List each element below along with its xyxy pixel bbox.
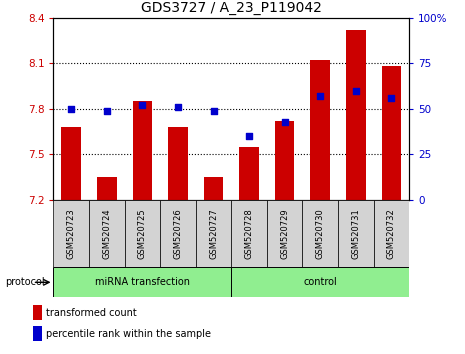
Bar (338, 200, 374, 267)
Bar (232, 200, 267, 267)
Text: percentile rank within the sample: percentile rank within the sample (46, 329, 212, 339)
Bar (133, 101, 152, 200)
Bar (267, 200, 303, 267)
Bar (204, 177, 223, 200)
Point (317, 93, 324, 99)
Point (281, 119, 288, 125)
Bar (97, 177, 117, 200)
Point (103, 108, 111, 114)
Text: GSM520728: GSM520728 (245, 208, 253, 259)
Text: GSM520732: GSM520732 (387, 208, 396, 259)
Bar (374, 200, 409, 267)
Text: GSM520726: GSM520726 (173, 208, 182, 259)
Point (246, 133, 253, 139)
Point (388, 95, 395, 101)
Bar (239, 147, 259, 200)
Bar (53, 200, 89, 267)
Bar (303, 200, 338, 267)
Bar (89, 200, 125, 267)
Bar (61, 127, 81, 200)
Bar (168, 127, 188, 200)
Point (352, 88, 359, 93)
Text: GSM520727: GSM520727 (209, 208, 218, 259)
Point (139, 102, 146, 108)
Bar (125, 200, 160, 267)
Text: GSM520730: GSM520730 (316, 208, 325, 259)
Bar (275, 121, 294, 200)
Text: miRNA transfection: miRNA transfection (95, 277, 190, 287)
Bar (33, 326, 42, 341)
Point (210, 108, 217, 114)
Text: GSM520724: GSM520724 (102, 208, 111, 259)
Bar (311, 60, 330, 200)
Text: transformed count: transformed count (46, 308, 137, 318)
Text: GSM520731: GSM520731 (352, 208, 360, 259)
Text: GSM520729: GSM520729 (280, 208, 289, 259)
Bar (33, 305, 42, 320)
Point (67, 106, 75, 112)
Text: control: control (303, 277, 337, 287)
Bar (382, 66, 401, 200)
Title: GDS3727 / A_23_P119042: GDS3727 / A_23_P119042 (141, 1, 322, 15)
Bar (232, 267, 409, 297)
Bar (160, 200, 196, 267)
Text: GSM520723: GSM520723 (67, 208, 76, 259)
Bar (346, 30, 365, 200)
Point (174, 104, 182, 110)
Bar (196, 200, 232, 267)
Text: GSM520725: GSM520725 (138, 208, 147, 259)
Bar (53, 267, 232, 297)
Text: protocol: protocol (5, 277, 44, 287)
